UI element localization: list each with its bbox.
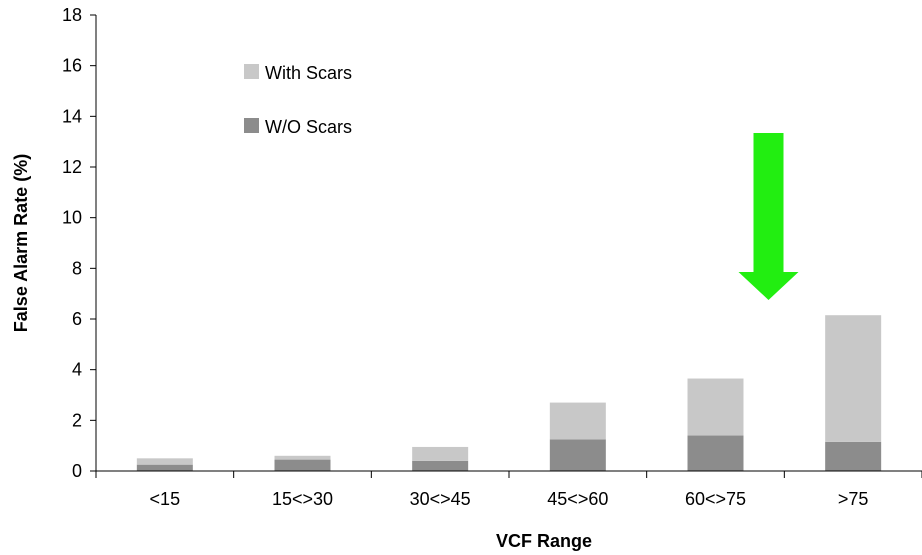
x-tick-label: 45<>60 <box>547 489 608 509</box>
legend: With Scars W/O Scars <box>244 63 352 137</box>
y-tick-label: 12 <box>62 157 82 177</box>
bar-segment-wo-scars <box>549 439 606 471</box>
x-tick-label: >75 <box>838 489 869 509</box>
y-tick-label: 2 <box>72 410 82 430</box>
legend-swatch <box>244 118 259 133</box>
x-tick-label: 60<>75 <box>685 489 746 509</box>
bar-segment-wo-scars <box>687 435 744 471</box>
bar-segment-with-scars <box>412 446 469 461</box>
legend-label: W/O Scars <box>265 117 352 137</box>
y-tick-label: 6 <box>72 309 82 329</box>
bar-segment-with-scars <box>687 378 744 436</box>
x-tick-label: 15<>30 <box>272 489 333 509</box>
y-tick-label: 14 <box>62 106 82 126</box>
x-axis-ticks: <15 15<>30 30<>45 45<>60 60<>75 >75 <box>95 471 922 509</box>
y-tick-label: 18 <box>62 5 82 25</box>
legend-swatch <box>244 64 259 79</box>
bars <box>136 315 882 471</box>
bar-segment-wo-scars <box>412 460 469 471</box>
y-tick-label: 16 <box>62 56 82 76</box>
x-tick-label: <15 <box>150 489 181 509</box>
y-axis-title: False Alarm Rate (%) <box>11 154 31 332</box>
bar-segment-with-scars <box>825 315 882 442</box>
y-tick-label: 10 <box>62 208 82 228</box>
bar-segment-wo-scars <box>136 464 193 471</box>
y-axis-ticks: 0 2 4 6 8 10 12 14 16 18 <box>62 5 96 481</box>
bar-segment-with-scars <box>274 455 331 460</box>
y-tick-label: 8 <box>72 258 82 278</box>
bar-segment-with-scars <box>549 402 606 440</box>
x-axis-title: VCF Range <box>496 531 592 551</box>
y-tick-label: 0 <box>72 461 82 481</box>
bar-segment-wo-scars <box>274 459 331 471</box>
x-tick-label: 30<>45 <box>410 489 471 509</box>
bar-segment-with-scars <box>136 458 193 465</box>
legend-label: With Scars <box>265 63 352 83</box>
y-tick-label: 4 <box>72 360 82 380</box>
bar-segment-wo-scars <box>825 441 882 471</box>
annotation-arrow <box>738 133 799 300</box>
